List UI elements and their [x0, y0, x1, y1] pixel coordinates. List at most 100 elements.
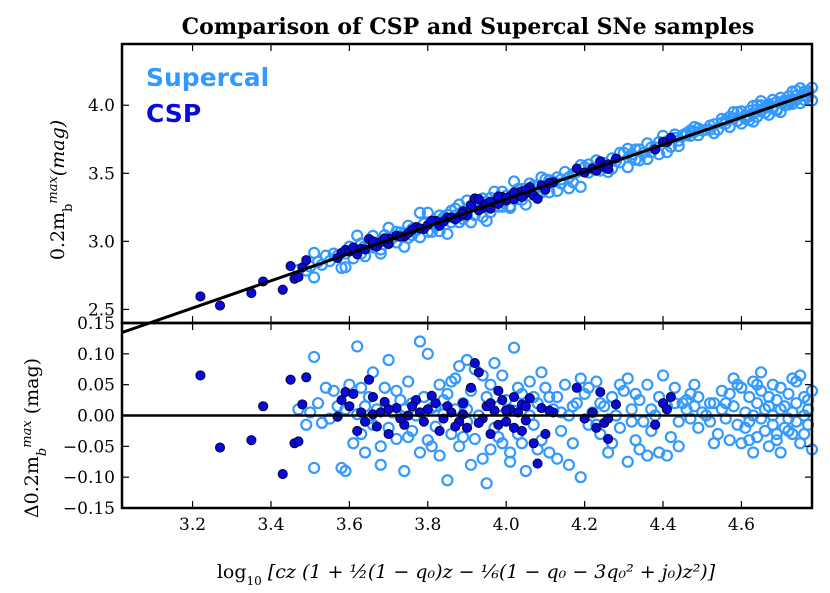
csp-point [379, 396, 390, 407]
x-tick-label: 3.4 [257, 515, 284, 535]
supercal-point [731, 105, 744, 119]
bottom-y-tick-label: 0.10 [77, 345, 115, 365]
csp-point [367, 391, 378, 403]
csp-point [434, 425, 445, 436]
supercal-point [778, 400, 791, 413]
supercal-point [703, 397, 717, 410]
supercal-point [390, 432, 403, 446]
supercal-point [641, 152, 654, 166]
supercal-point [574, 471, 587, 484]
csp-point [195, 291, 206, 302]
supercal-point [754, 366, 768, 379]
bottom-x-ticks: 3.2 3.4 3.6 3.8 4.0 4.2 4.4 4.6 [179, 44, 755, 535]
csp-point [532, 193, 543, 204]
csp-point [258, 401, 269, 412]
csp-point [465, 382, 476, 393]
supercal-point [374, 440, 387, 453]
top-y-tick-label: 3.0 [88, 232, 115, 252]
csp-point [277, 469, 288, 480]
csp-point [407, 401, 418, 412]
supercal-point [715, 384, 728, 397]
csp-point [540, 428, 551, 440]
csp-point [458, 398, 469, 409]
supercal-point [656, 369, 670, 382]
supercal-point [543, 446, 556, 459]
bottom-axes-frame [120, 321, 814, 510]
bottom-panel: −0.15−0.10−0.050.000.050.100.15 3.2 3.4 3.… [20, 44, 819, 588]
supercal-point [308, 271, 321, 284]
supercal-point [625, 415, 638, 428]
supercal-point [374, 458, 387, 471]
csp-point [473, 417, 484, 428]
csp-point [418, 416, 429, 427]
top-y-axis-label: 0.2mbmax(mag) [46, 120, 76, 260]
supercal-point [594, 397, 607, 410]
supercal-point [339, 464, 352, 478]
supercal-point [582, 381, 595, 394]
supercal-point [613, 421, 626, 434]
supercal-point [566, 400, 579, 413]
supercal-point [351, 340, 364, 353]
supercal-point [641, 378, 654, 391]
supercal-point [507, 341, 521, 354]
supercal-point [464, 458, 478, 471]
csp-point [520, 401, 531, 412]
supercal-point [468, 432, 481, 446]
csp-point [493, 385, 504, 396]
csp-point [301, 372, 312, 383]
bottom-y-tick-label: −0.15 [63, 499, 115, 519]
legend-csp: CSP [146, 99, 201, 128]
supercal-point [308, 461, 321, 475]
legend-supercal: Supercal [146, 63, 269, 92]
supercal-point [590, 375, 603, 388]
x-tick-label: 4.6 [728, 515, 755, 535]
supercal-point [613, 378, 626, 391]
supercal-point [421, 347, 434, 360]
csp-point [293, 436, 304, 447]
csp-point [603, 433, 614, 444]
supercal-point [484, 443, 497, 456]
supercal-point [664, 430, 677, 444]
supercal-point [770, 434, 783, 447]
supercal-point [574, 372, 587, 385]
supercal-point [504, 455, 517, 468]
supercal-point [453, 360, 466, 373]
x-tick-label: 3.6 [336, 515, 363, 535]
supercal-point [304, 406, 317, 419]
supercal-point [300, 418, 313, 431]
bottom-points [195, 335, 819, 490]
supercal-point [790, 397, 803, 410]
supercal-point [402, 375, 415, 388]
bottom-y-axis-label: Δ0.2mbmax (mag) [20, 358, 50, 518]
supercal-point [433, 449, 446, 462]
csp-point [528, 438, 539, 449]
supercal-point [782, 424, 795, 438]
supercal-point [731, 378, 744, 391]
supercal-point [484, 378, 497, 391]
supercal-point [488, 356, 501, 370]
supercal-point [551, 452, 564, 465]
supercal-point [621, 372, 634, 385]
x-tick-label: 4.0 [493, 515, 520, 535]
supercal-point [727, 105, 740, 119]
csp-point [497, 395, 508, 406]
supercal-point [770, 427, 783, 441]
supercal-point [390, 384, 403, 397]
supercal-point [723, 434, 736, 447]
csp-point [352, 425, 363, 436]
csp-point [485, 428, 496, 440]
csp-point [508, 391, 520, 403]
supercal-point [441, 227, 454, 240]
supercal-point [496, 369, 509, 382]
csp-point [461, 422, 473, 433]
supercal-point [629, 387, 642, 401]
supercal-point [319, 381, 332, 394]
supercal-point [751, 378, 764, 391]
supercal-point [402, 430, 415, 444]
supercal-point [456, 430, 470, 444]
csp-point [650, 419, 661, 430]
supercal-point [660, 146, 674, 159]
supercal-point [786, 372, 799, 385]
x-tick-label: 4.4 [649, 515, 676, 535]
csp-point [450, 421, 461, 432]
